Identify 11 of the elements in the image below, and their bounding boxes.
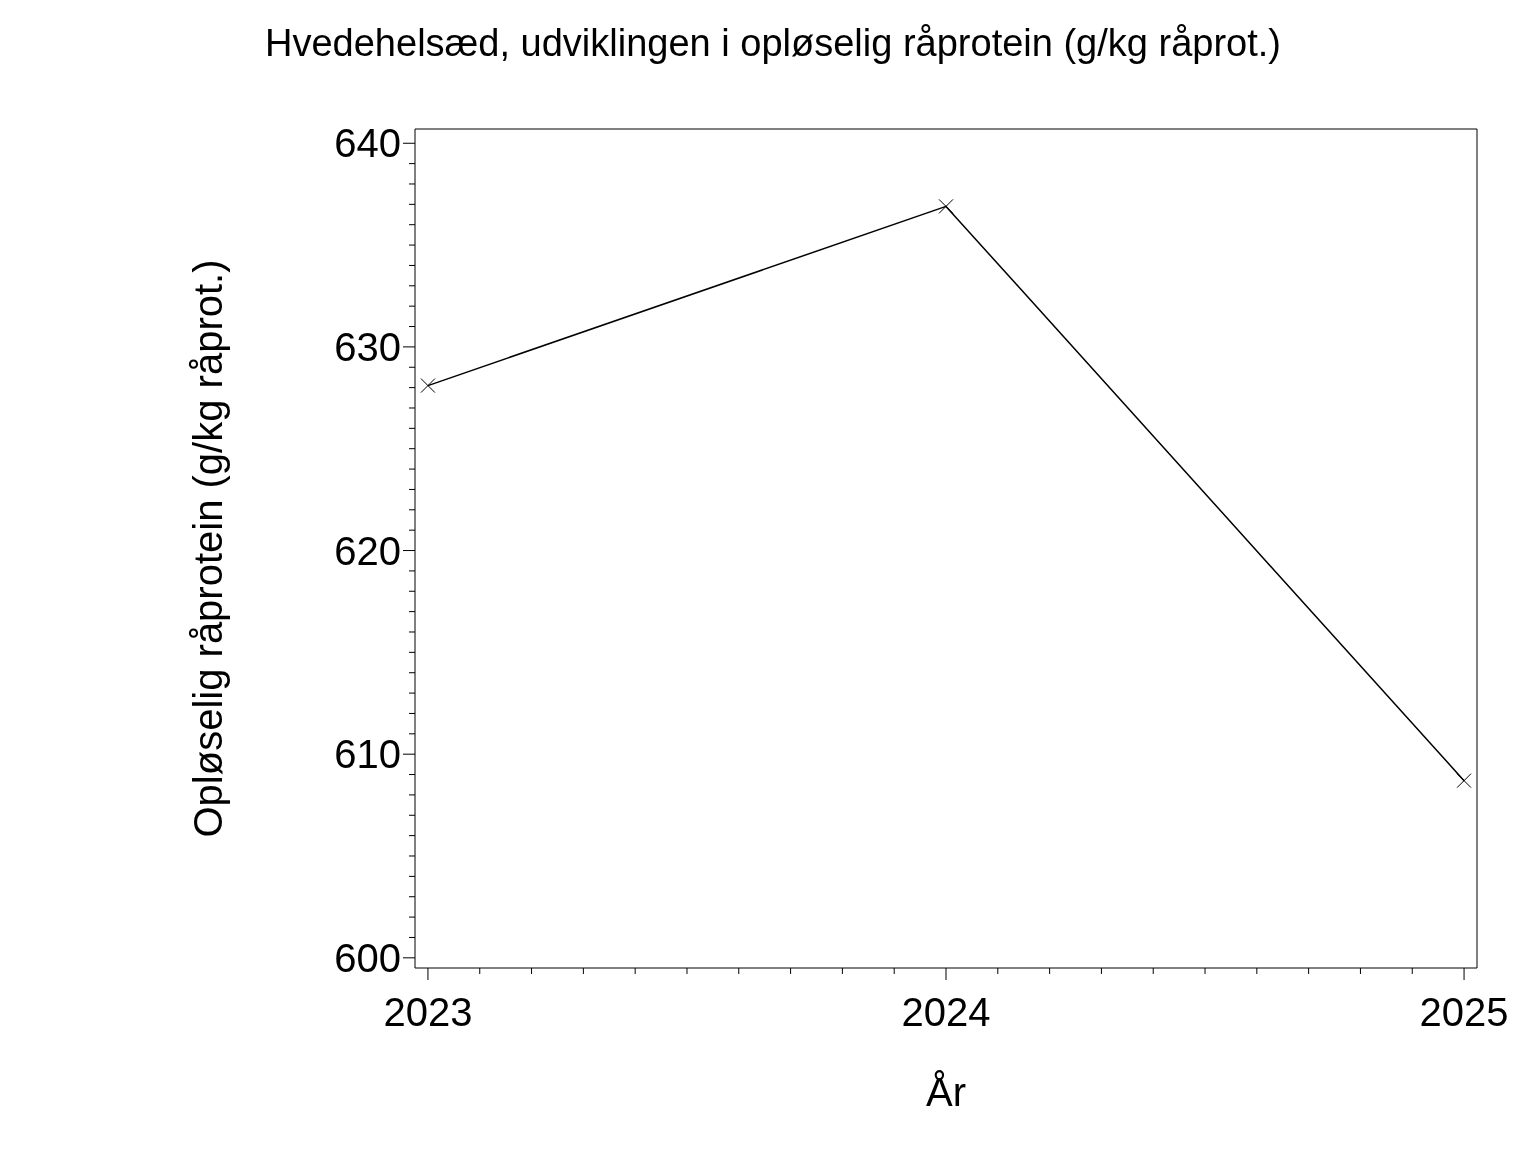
x-tick-label: 2024 [901,990,991,1034]
y-tick-label: 620 [334,528,401,573]
y-tick-label: 640 [334,121,401,166]
x-axis-title: År [926,1070,966,1114]
x-tick-label: 2025 [1419,990,1509,1034]
y-tick-label: 630 [334,324,401,369]
x-tick-label: 2023 [383,990,473,1034]
chart-title: Hvedehelsæd, udviklingen i opløselig råprotein (g/kg råprot.) [264,22,1282,65]
y-tick-label: 610 [334,732,401,777]
y-tick-label: 600 [334,935,401,980]
y-axis-title: Opløselig råprotein (g/kg råprot.) [186,259,231,838]
